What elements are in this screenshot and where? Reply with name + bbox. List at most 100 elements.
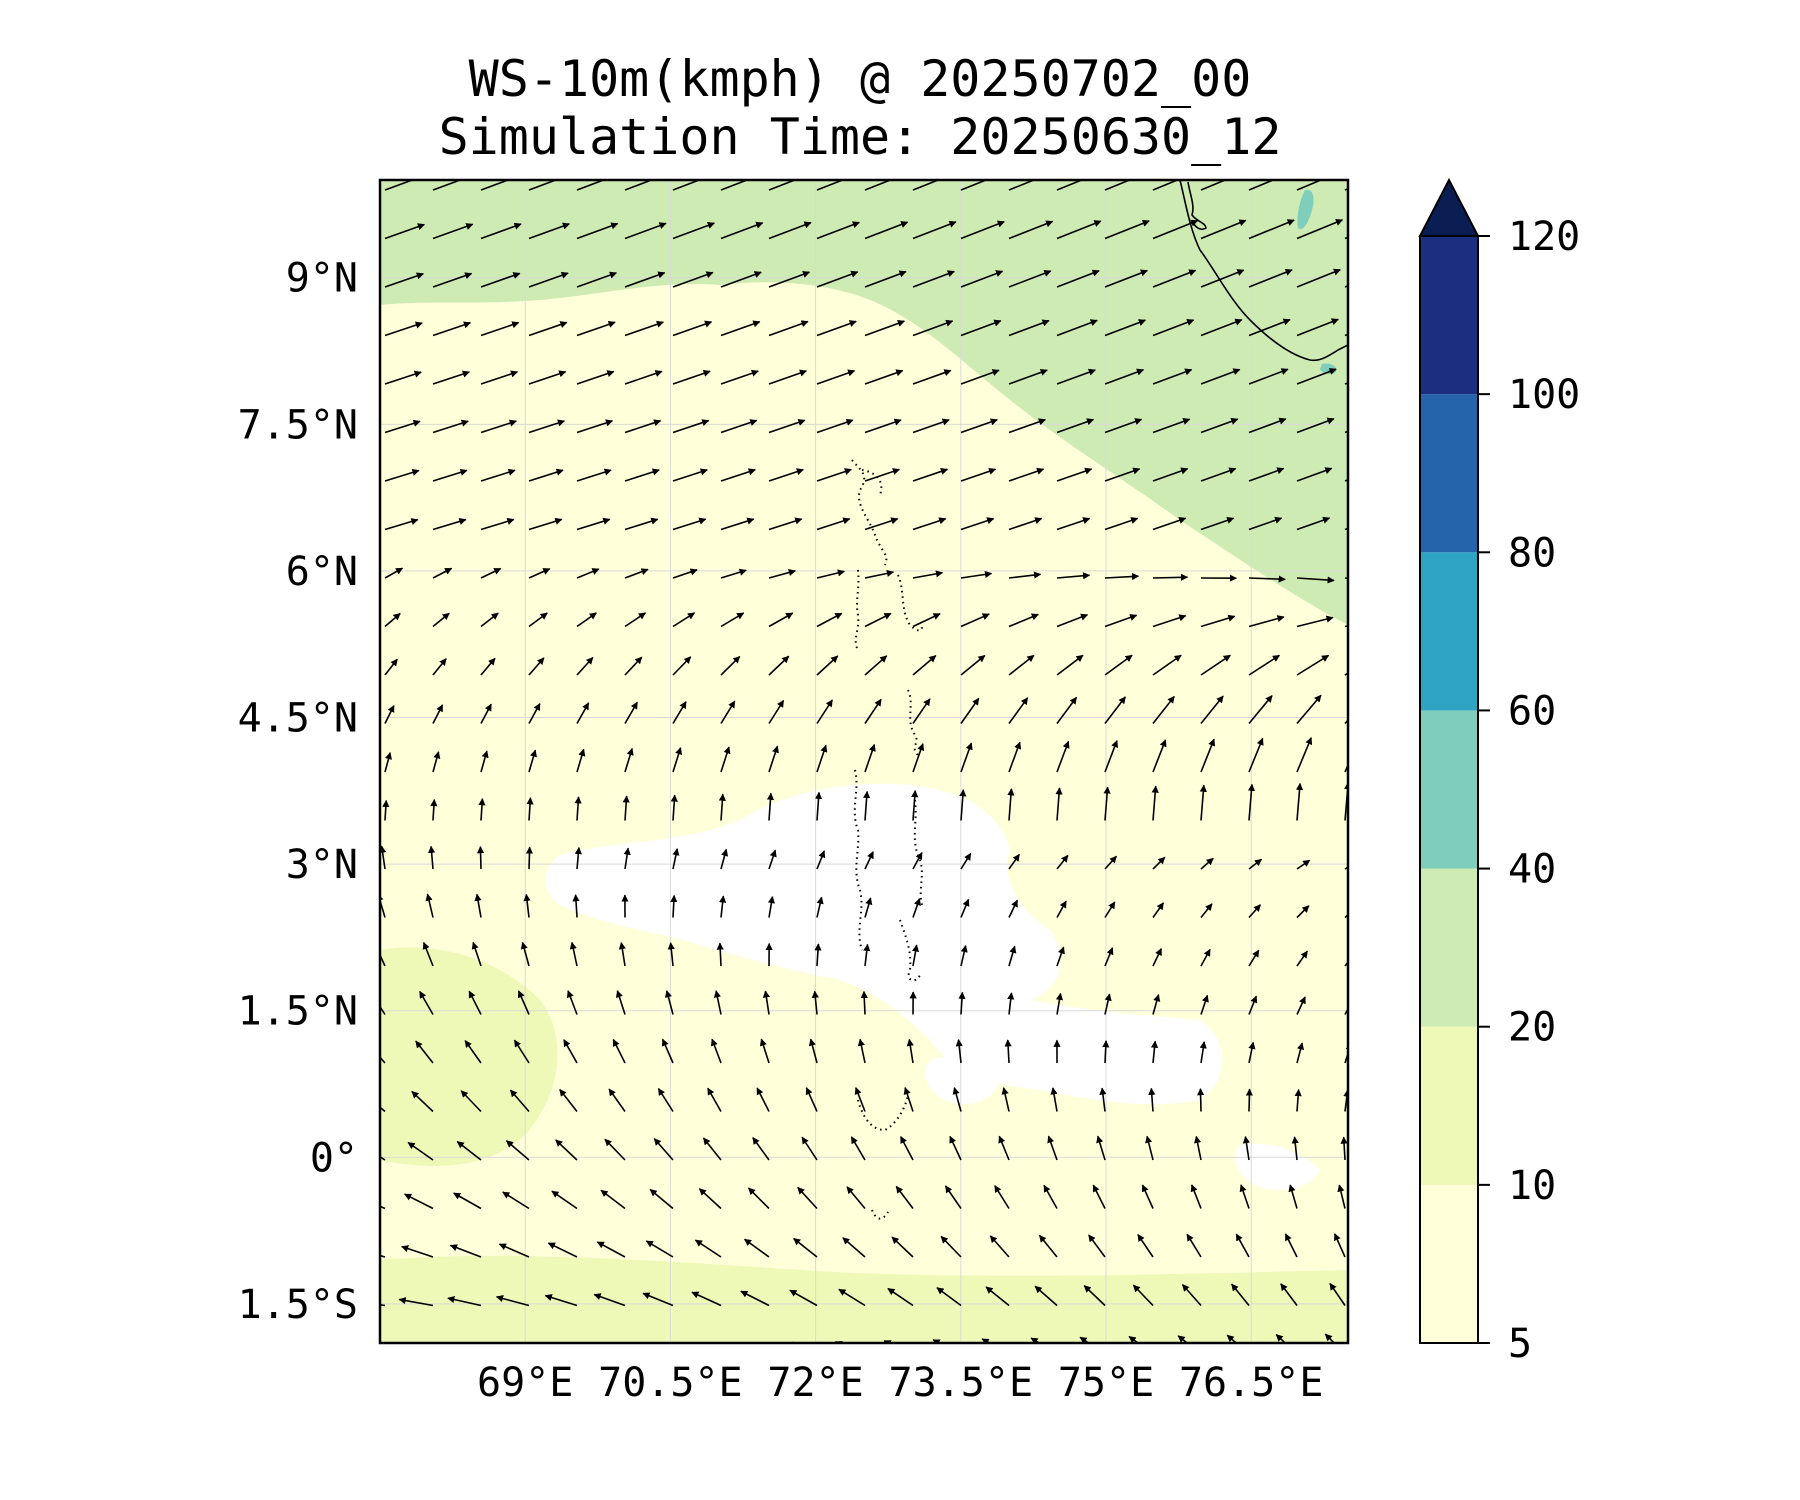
wind-arrow [864,655,888,676]
wind-arrow [805,1087,818,1112]
wind-arrow [572,894,580,918]
wind-arrow [720,655,741,676]
wind-arrow [1056,220,1102,240]
colorbar: 5 10 20 40 60 80 100 120 [1418,177,1580,1367]
wind-arrow [912,898,921,918]
colorbar-tick-label: 100 [1508,372,1580,418]
wind-arrow [566,990,578,1015]
wind-arrow [718,793,726,821]
wind-arrow [949,1135,962,1161]
wind-arrow [768,221,812,240]
wind-arrow [576,222,619,240]
wind-arrow [576,748,586,773]
wind-arrow [432,612,450,628]
wind-arrow [624,747,634,773]
wind-arrow [384,612,401,628]
wind-arrow [1104,368,1145,385]
wind-arrow [1104,901,1116,918]
wind-arrow [857,1038,866,1064]
wind-arrow [576,370,615,385]
wind-arrow [528,222,570,240]
wind-arrow [672,369,711,385]
wind-arrow [1296,467,1333,482]
wind-arrow [480,321,520,337]
wind-arrow [1200,318,1243,337]
wind-arrow [624,320,664,337]
wind-arrow [912,852,923,870]
wind-arrow [1104,614,1138,628]
wind-arrow [1200,368,1241,385]
wind-arrow [768,655,790,676]
wind-arrow [1199,784,1207,821]
wind-arrow [380,845,387,870]
wind-arrow [1007,788,1015,821]
wind-arrow [1152,902,1165,918]
wind-arrow [415,1040,434,1064]
colorbar-segment [1420,1184,1478,1343]
wind-arrow [768,699,785,724]
wind-arrow [480,567,502,579]
wind-arrow [447,1296,482,1307]
wind-arrow [1152,269,1197,288]
wind-arrow [912,270,955,288]
wind-arrow [528,749,537,773]
wind-vector-field [380,180,1348,1343]
wind-arrow [1008,517,1043,531]
wind-arrow [480,180,523,191]
wind-arrow [811,990,819,1015]
wind-field-gust-spot [1297,189,1314,230]
wind-arrow [797,1186,818,1210]
wind-arrow [664,990,674,1015]
wind-arrow [814,943,822,967]
wind-arrow [846,1186,866,1210]
longitude-labels: 69°E 70.5°E 72°E 73.5°E 75°E 76.5°E [477,1360,1323,1406]
wind-arrow [1200,654,1231,676]
wind-arrow [952,1086,962,1112]
wind-arrow [1294,1088,1302,1112]
wind-arrow [1200,994,1209,1015]
wind-arrow [752,1137,770,1161]
wind-arrow [384,567,404,579]
wind-arrow [912,517,947,531]
wind-arrow [958,991,966,1015]
wind-arrow [1200,269,1245,288]
wind-arrow [1239,1184,1250,1209]
wind-arrow [615,990,626,1015]
wind-arrow [380,1106,386,1113]
wind-arrow [672,517,707,531]
wind-arrow [384,321,423,337]
wind-arrow [1104,418,1143,434]
wind-arrow [1055,992,1064,1015]
wind-arrow [456,1140,482,1161]
wind-arrow [1245,1088,1253,1112]
wind-arrow [1199,1041,1207,1064]
wind-arrow [1344,997,1348,1015]
wind-arrow [453,1192,482,1210]
wind-arrow [642,1292,674,1307]
wind-arrow [1296,737,1313,773]
longitude-tick-label: 76.5°E [1179,1360,1324,1406]
wind-arrow [1055,787,1063,821]
wind-arrow [864,468,901,482]
wind-arrow [1296,417,1335,434]
wind-arrow [1152,654,1182,676]
wind-arrow [384,468,420,482]
wind-arrow [981,1338,992,1343]
wind-arrow [474,893,482,918]
wind-arrow [720,320,761,337]
wind-arrow [1030,1337,1041,1343]
wind-arrow [1050,1087,1058,1112]
wind-arrow [432,517,467,531]
wind-arrow [1296,996,1306,1015]
wind-arrow [428,845,436,870]
wind-arrow [719,895,727,918]
wind-arrow [1096,1135,1106,1161]
wind-arrow [768,270,811,288]
wind-arrow [382,799,390,821]
wind-arrow [1200,516,1235,531]
wind-arrow [1152,368,1193,385]
wind-arrow [649,1188,674,1210]
wind-arrow [1248,268,1293,288]
wind-arrow [1056,517,1091,531]
colorbar-tick-label: 40 [1508,847,1556,893]
